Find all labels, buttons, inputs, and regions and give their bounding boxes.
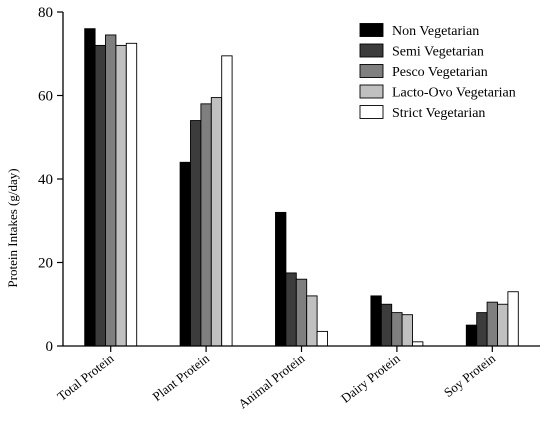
legend-label: Non Vegetarian: [392, 24, 479, 39]
bar-1-3: [210, 97, 223, 347]
bar-3-1: [380, 303, 393, 347]
bar-4-2: [486, 301, 498, 347]
y-tick-label: 60: [38, 89, 53, 105]
bar-1-2: [200, 103, 212, 347]
bar-4-1: [476, 312, 488, 347]
legend-swatch: [359, 64, 384, 78]
x-category-label: Total Protein: [54, 350, 117, 404]
bar-1-4: [221, 55, 233, 347]
y-tick-label: 80: [38, 5, 53, 21]
bar-2-3: [306, 295, 318, 347]
bar-0-1: [94, 44, 106, 347]
bar-1-1: [190, 120, 202, 347]
plot-area: [84, 28, 519, 347]
x-category-label: Plant Protein: [149, 350, 212, 404]
y-axis: 0 20 40 60 80: [38, 5, 64, 355]
bar-2-0: [275, 211, 287, 347]
bar-2-1: [285, 272, 297, 347]
x-axis: Total Protein Plant Protein Animal Protein…: [54, 345, 540, 411]
bar-0-0: [84, 28, 96, 347]
legend-swatch: [359, 105, 384, 119]
legend-swatch: [359, 23, 384, 37]
y-tick-label: 40: [38, 172, 53, 188]
legend: Non Vegetarian Semi Vegetarian Pesco Veget…: [359, 23, 516, 121]
bar-4-0: [465, 324, 478, 347]
x-category-label: Dairy Protein: [338, 350, 403, 405]
bar-3-3: [401, 314, 413, 347]
legend-label: Lacto-Ovo Vegetarian: [392, 86, 516, 101]
bar-0-4: [125, 42, 138, 347]
bar-4-3: [497, 303, 509, 347]
legend-label: Strict Vegetarian: [392, 106, 485, 121]
bar-2-4: [316, 330, 328, 347]
bar-1-0: [179, 161, 191, 347]
bar-3-2: [391, 312, 403, 347]
bar-3-0: [370, 295, 382, 347]
y-axis-title: Protein Intakes (g/day): [5, 168, 20, 287]
y-tick-label: 20: [38, 256, 53, 272]
legend-label: Pesco Vegetarian: [392, 65, 488, 80]
x-category-label: Animal Protein: [235, 350, 308, 411]
legend-swatch: [359, 43, 384, 58]
x-category-label: Soy Protein: [441, 350, 499, 400]
bar-0-2: [105, 34, 117, 347]
legend-swatch: [359, 84, 384, 99]
bar-2-2: [295, 278, 308, 347]
legend-label: Semi Vegetarian: [392, 45, 484, 60]
bar-4-4: [507, 291, 519, 347]
bar-0-3: [115, 44, 127, 347]
y-tick-label: 0: [46, 339, 54, 355]
